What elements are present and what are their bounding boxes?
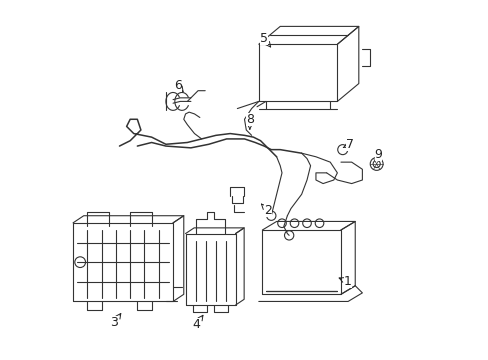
Text: 8: 8 [245, 113, 253, 129]
Text: 7: 7 [343, 138, 353, 151]
Text: 6: 6 [174, 79, 183, 92]
Text: 1: 1 [339, 275, 351, 288]
Text: 3: 3 [110, 314, 121, 329]
Text: 5: 5 [260, 32, 270, 47]
Text: 9: 9 [374, 148, 382, 162]
Text: 4: 4 [192, 315, 203, 331]
Text: 2: 2 [261, 204, 271, 217]
